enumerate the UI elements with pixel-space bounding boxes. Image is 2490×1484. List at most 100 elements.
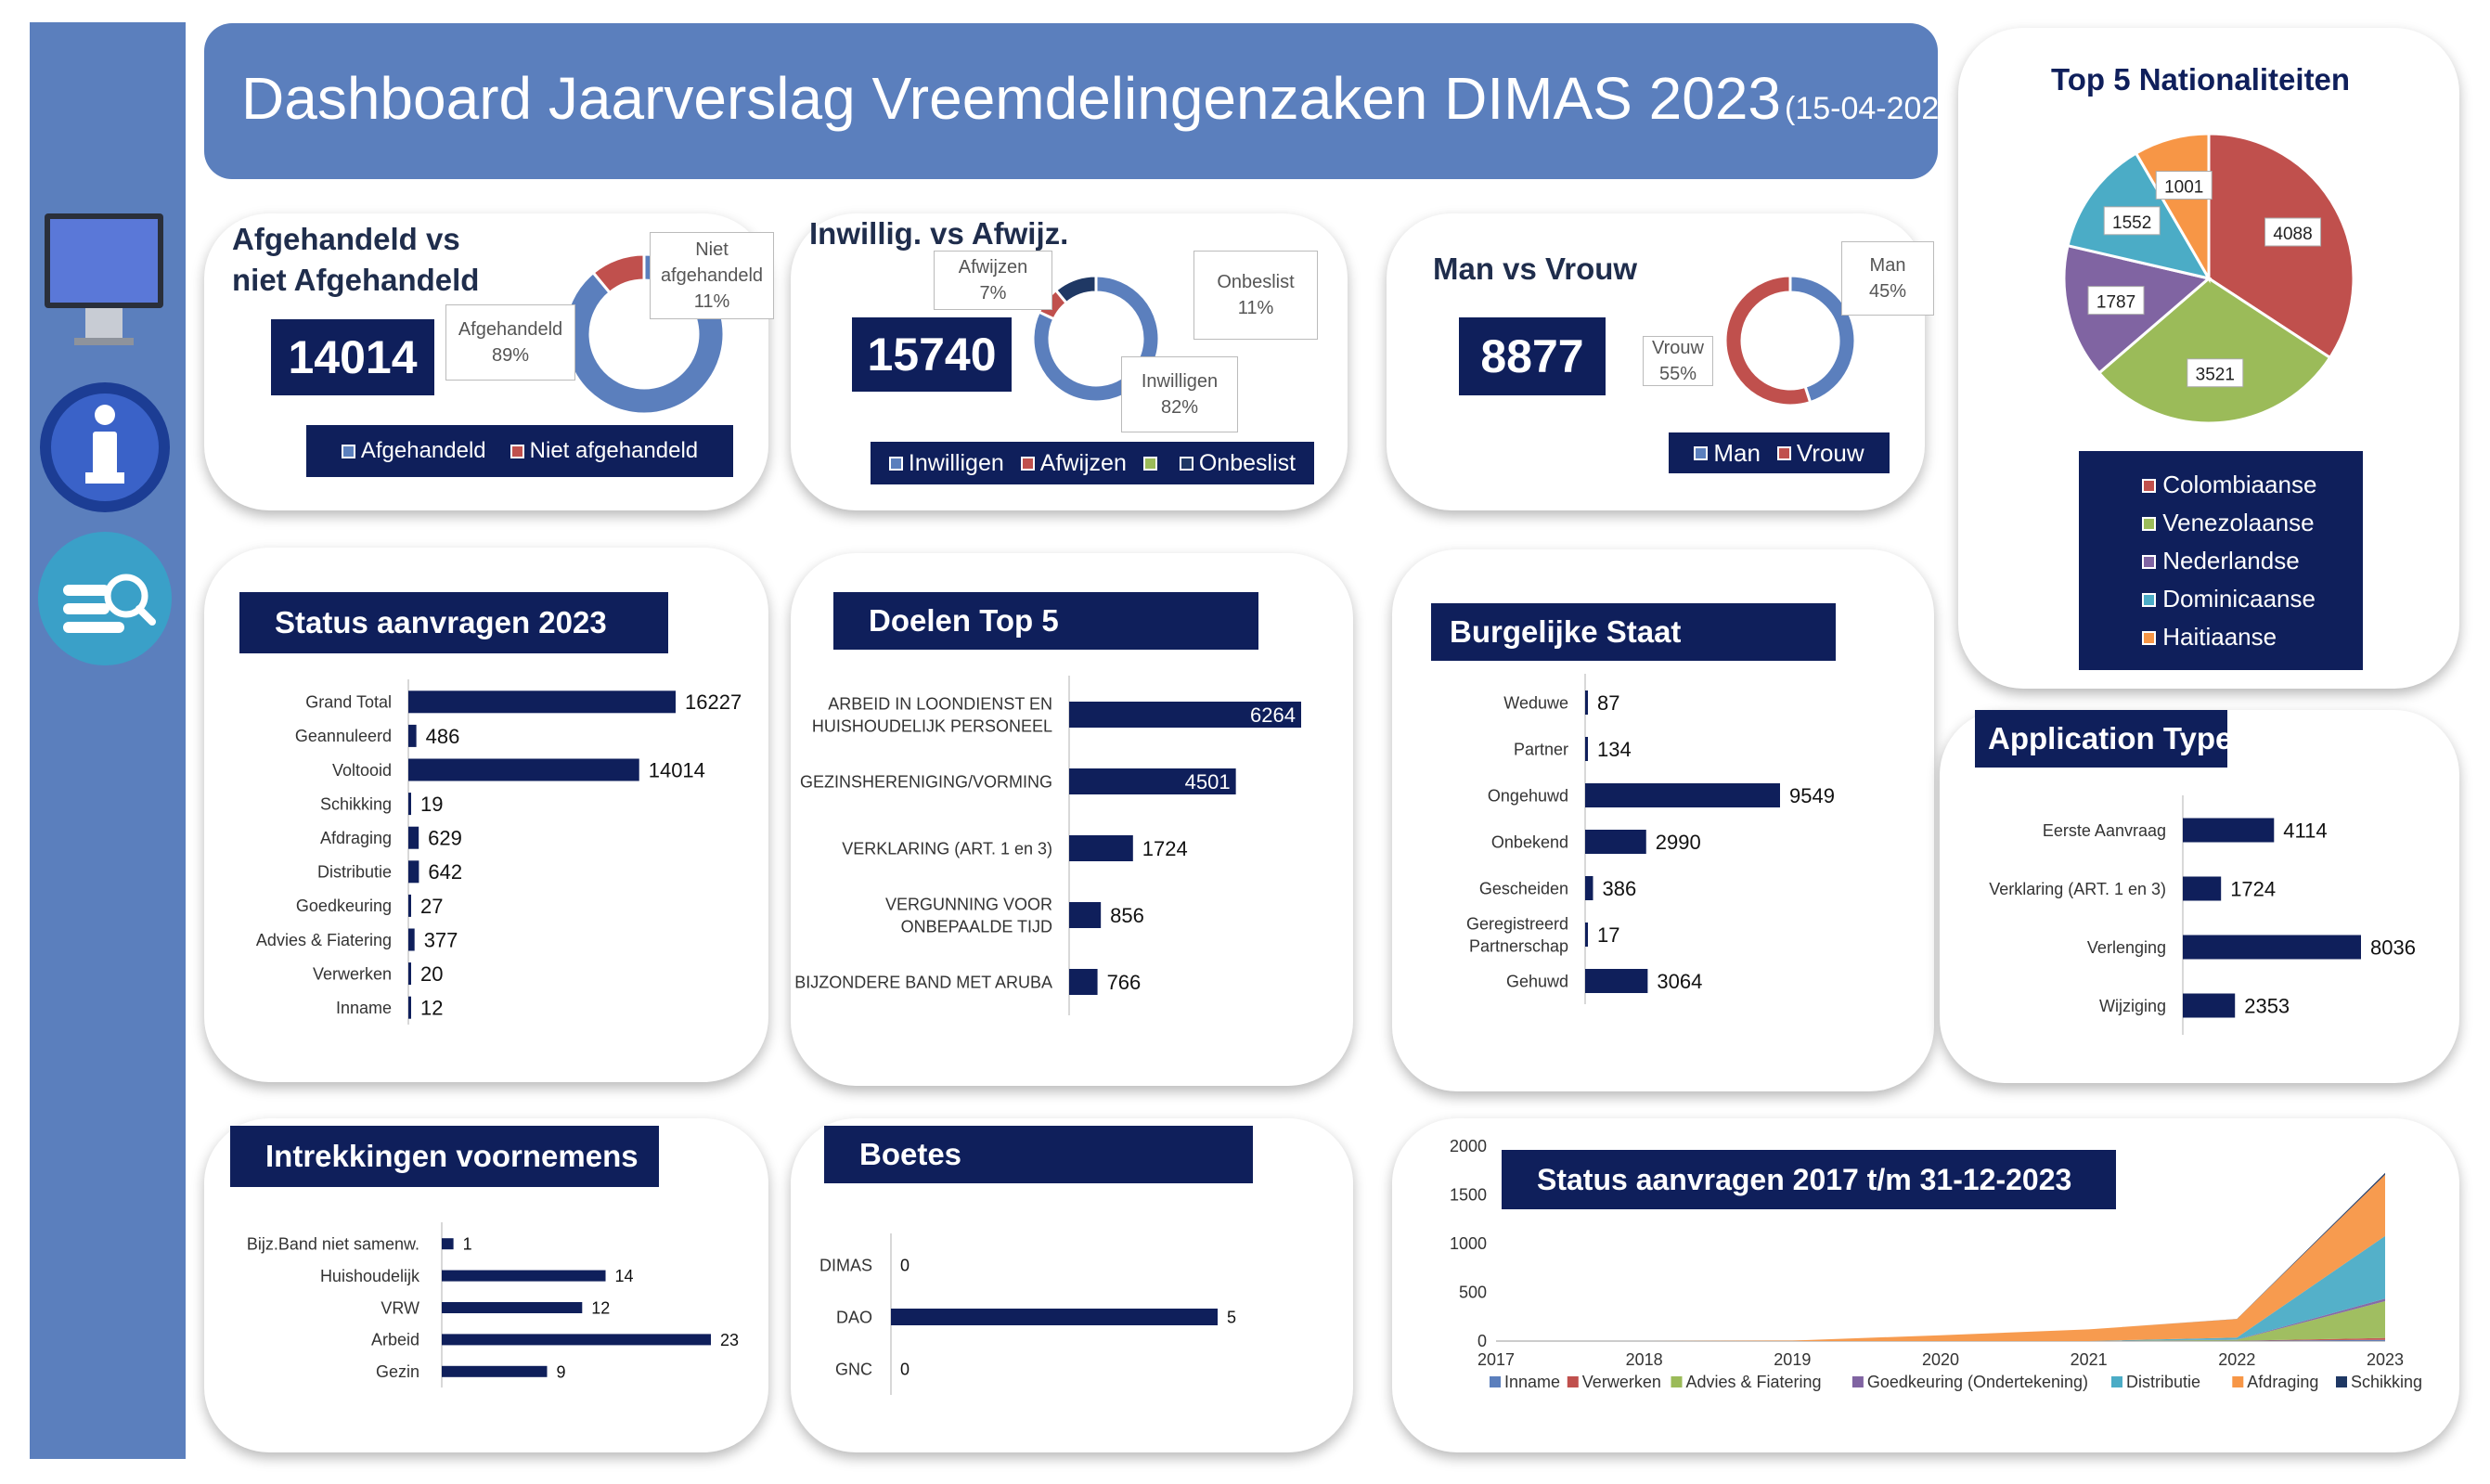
value-label: 8036 [2370,936,2416,959]
legend-label: Distributie [2126,1373,2200,1391]
legend-item[interactable]: Man [1694,439,1761,468]
bar [1069,902,1102,928]
intrekkingen-chart: Bijz.Band niet samenw. 1 Huishoudelijk 14 VR… [247,1222,739,1387]
y-tick-label: 0 [1477,1332,1487,1350]
pie-slice [2134,132,2211,284]
callout-pct: 82% [1160,397,1199,418]
header-banner: Dashboard Jaarverslag Vreemdelingenzaken… [204,23,1938,179]
legend-label: Haitiaanse [2162,623,2277,651]
legend-item[interactable]: Niet afgehandeld [510,438,698,464]
top5-legend: Colombiaanse Venezolaanse Nederlandse Do… [2079,451,2363,670]
category-label: Verklaring (ART. 1 en 3) [1989,880,2166,898]
trend-chart: 0 500 1000 1500 2000 2017 2018 2019 2020 2021 2022… [1450,1137,2422,1391]
value-label: 1724 [1142,837,1188,860]
bar [408,826,419,849]
legend-item[interactable]: Dominicaanse [2142,580,2363,618]
category-label: Geregistreerd [1466,914,1568,933]
category-label: DIMAS [819,1256,872,1274]
search-list-icon[interactable] [35,529,174,668]
doelen-chart: ARBEID IN LOONDIENST EN HUISHOUDELIJK PER… [794,676,1301,1015]
boetes-title: Boetes [824,1126,1253,1183]
category-label: Schikking [320,794,392,813]
pie-label: 3521 [2196,366,2235,385]
boetes-chart: DIMAS 0 DAO 5 GNC 0 [819,1233,1236,1395]
legend-swatch [1851,1376,1864,1387]
bar [2183,993,2236,1018]
legend-item[interactable]: Colombiaanse [2142,466,2363,504]
value-label: 14014 [649,758,705,781]
bar [2183,935,2361,960]
callout-pct: 11% [693,291,730,312]
card-boetes: Boetes DIMAS 0 DAO 5 GNC 0 [791,1118,1353,1452]
legend-swatch [1567,1376,1579,1387]
card-manvrouw: Man vs Vrouw 8877 Man 45% Vrouw 55% Man … [1387,213,1934,510]
legend-item[interactable]: Afwijzen [1020,450,1127,477]
doelen-title: Doelen Top 5 [833,592,1258,650]
callout-label: Afgehandeld [458,319,563,340]
value-label: 9 [556,1362,565,1381]
bar [891,1309,1218,1325]
legend-label: Venezolaanse [2162,509,2315,536]
legend-item[interactable]: Haitiaanse [2142,618,2363,656]
legend-label: Vrouw [1796,438,1864,467]
pie-label-box [2087,286,2145,316]
area-series [1496,1301,2385,1341]
value-label: 9549 [1789,784,1835,807]
callout-afwijzen: Afwijzen 7% [934,251,1052,310]
category-label: HUISHOUDELIJK PERSONEEL [812,716,1052,735]
legend-item[interactable]: Afgehandeld [341,438,486,464]
value-label: 12 [591,1298,610,1317]
value-label: 19 [420,793,443,816]
x-tick-label: 2019 [1774,1350,1811,1369]
legend-swatch [2142,517,2156,531]
category-label: Goedkeuring [296,897,392,915]
value-label: 0 [900,1256,910,1274]
legend-item[interactable] [1142,456,1163,471]
bar [1585,690,1588,715]
afgehandeld-title-line1: Afgehandeld vs [232,222,460,256]
legend-swatch [1020,456,1035,471]
legend-label: Goedkeuring (Ondertekening) [1867,1373,2088,1391]
pie-label: 1787 [2097,293,2135,313]
value-label: 629 [428,827,462,850]
legend-swatch [1776,445,1791,460]
bar [1585,830,1646,854]
donut-slice [591,252,646,295]
card-apptype: Application Type Eerste Aanvraag 4114 Verk… [1940,710,2459,1083]
card-trend: 0 500 1000 1500 2000 2017 2018 2019 2020 2021 2022… [1392,1118,2459,1452]
info-icon[interactable] [37,380,173,515]
category-label: Gehuwd [1506,972,1568,990]
legend-item[interactable]: Venezolaanse [2142,504,2363,542]
legend-swatch [1490,1376,1501,1387]
legend-item[interactable]: Onbeslist [1179,450,1296,477]
inwillig-total: 15740 [852,317,1012,392]
callout-pct: 7% [979,283,1007,303]
report-date: (15-04-2024) [1785,91,1938,126]
afgehandeld-total: 14014 [271,319,434,395]
legend-item[interactable]: Inwilligen [888,450,1004,477]
legend-item[interactable]: Nederlandse [2142,542,2363,580]
value-label: 14 [615,1267,634,1285]
value-label: 766 [1107,971,1142,994]
y-tick-label: 500 [1459,1284,1487,1302]
value-label: 642 [428,860,462,884]
legend-label: Inname [1504,1373,1560,1391]
callout-label: Onbeslist [1217,272,1295,292]
x-tick-label: 2017 [1477,1350,1515,1369]
category-label: GEZINSHERENIGING/VORMING [800,772,1052,791]
category-label: Geannuleerd [295,727,392,745]
status2023-chart: Grand Total 16227 Geannuleerd 486 Voltooid 14… [256,679,742,1025]
legend-swatch [2142,555,2156,569]
donut-slice [1053,274,1098,305]
legend-label: Colombiaanse [2162,471,2317,498]
legend-item[interactable]: Vrouw [1776,438,1864,468]
value-label: 134 [1597,738,1632,761]
legend-label: Afgehandeld [360,438,486,463]
bar [408,860,419,884]
bar [2183,876,2222,901]
bar [1069,835,1133,861]
sidebar [30,22,186,1459]
monitor-icon[interactable] [39,208,169,366]
category-label: ONBEPAALDE TIJD [901,917,1052,936]
